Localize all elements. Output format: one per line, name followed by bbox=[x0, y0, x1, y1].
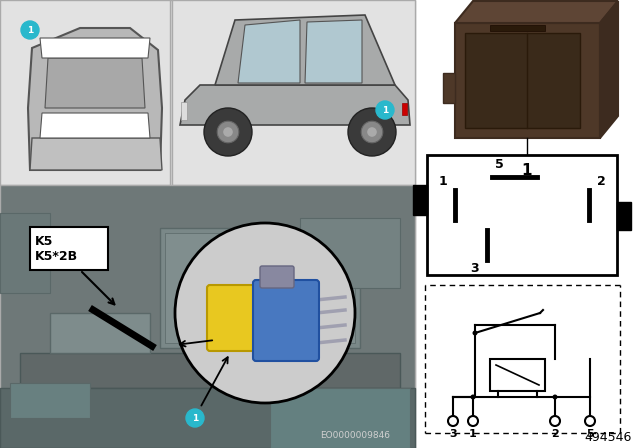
Polygon shape bbox=[30, 138, 162, 170]
Bar bbox=[300, 218, 400, 288]
Polygon shape bbox=[600, 1, 618, 138]
Polygon shape bbox=[180, 85, 410, 125]
Bar bbox=[0, 185, 415, 448]
Polygon shape bbox=[215, 15, 395, 85]
Text: 1: 1 bbox=[469, 429, 477, 439]
Text: 3: 3 bbox=[449, 429, 457, 439]
Text: EO0000009846: EO0000009846 bbox=[320, 431, 390, 440]
Bar bbox=[181, 102, 187, 120]
Text: 1: 1 bbox=[192, 414, 198, 422]
Polygon shape bbox=[28, 28, 162, 170]
Text: 5: 5 bbox=[586, 429, 594, 439]
Bar bbox=[0, 0, 415, 448]
Bar bbox=[617, 202, 631, 230]
Circle shape bbox=[552, 395, 557, 400]
Polygon shape bbox=[455, 1, 618, 23]
Circle shape bbox=[223, 127, 233, 137]
Bar bbox=[165, 233, 355, 343]
FancyBboxPatch shape bbox=[260, 266, 294, 288]
Circle shape bbox=[21, 21, 39, 39]
Circle shape bbox=[550, 416, 560, 426]
FancyBboxPatch shape bbox=[253, 280, 319, 361]
Text: K5*2B: K5*2B bbox=[35, 250, 78, 263]
Text: 1: 1 bbox=[438, 175, 447, 188]
Circle shape bbox=[468, 416, 478, 426]
Circle shape bbox=[348, 108, 396, 156]
Bar bbox=[20, 353, 400, 388]
Circle shape bbox=[204, 108, 252, 156]
Bar bbox=[402, 103, 407, 115]
Circle shape bbox=[448, 416, 458, 426]
Bar bbox=[455, 23, 600, 138]
Bar bbox=[427, 155, 617, 275]
Bar bbox=[465, 33, 580, 128]
Polygon shape bbox=[40, 38, 150, 58]
Bar bbox=[0, 213, 50, 293]
Text: 494546: 494546 bbox=[584, 431, 632, 444]
Circle shape bbox=[361, 121, 383, 143]
Bar bbox=[0, 388, 415, 448]
Circle shape bbox=[376, 101, 394, 119]
Text: 1: 1 bbox=[522, 163, 532, 178]
Text: 5: 5 bbox=[495, 158, 504, 171]
Text: K5: K5 bbox=[35, 234, 53, 247]
Circle shape bbox=[367, 127, 377, 137]
Bar bbox=[0, 0, 170, 185]
Polygon shape bbox=[443, 73, 455, 103]
Bar bbox=[30, 227, 108, 270]
Bar bbox=[413, 185, 427, 215]
Circle shape bbox=[186, 409, 204, 427]
Polygon shape bbox=[45, 58, 145, 108]
Circle shape bbox=[175, 223, 355, 403]
Bar bbox=[172, 0, 415, 185]
Bar bbox=[50, 313, 150, 353]
Polygon shape bbox=[238, 20, 300, 83]
Circle shape bbox=[585, 416, 595, 426]
Polygon shape bbox=[40, 113, 150, 138]
Text: 2: 2 bbox=[551, 429, 559, 439]
Circle shape bbox=[217, 121, 239, 143]
Text: 1: 1 bbox=[382, 105, 388, 115]
Text: 1: 1 bbox=[27, 26, 33, 34]
Bar bbox=[490, 25, 545, 31]
Polygon shape bbox=[600, 83, 612, 98]
Bar bbox=[425, 285, 620, 433]
Bar bbox=[160, 228, 360, 348]
Polygon shape bbox=[305, 20, 362, 83]
Bar bbox=[270, 388, 410, 448]
Circle shape bbox=[470, 395, 476, 400]
Bar bbox=[10, 383, 90, 418]
Text: 2: 2 bbox=[597, 175, 605, 188]
Circle shape bbox=[472, 331, 477, 336]
Text: 3: 3 bbox=[470, 262, 479, 275]
FancyBboxPatch shape bbox=[207, 285, 255, 351]
Bar bbox=[490, 359, 545, 391]
